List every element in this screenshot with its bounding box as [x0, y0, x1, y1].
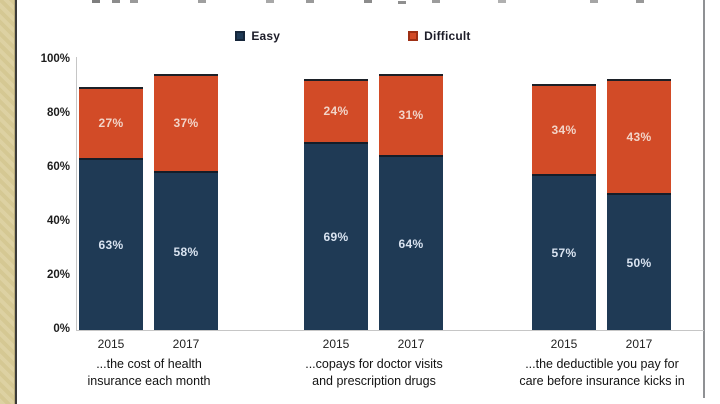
segment-difficult: 43%	[607, 78, 671, 195]
y-axis-tick-0: 0%	[53, 323, 70, 335]
window-border-left	[0, 0, 15, 404]
value-label-difficult: 34%	[551, 123, 577, 138]
value-label-easy: 63%	[98, 237, 124, 252]
legend-item-difficult: Difficult	[408, 29, 470, 43]
value-label-difficult: 43%	[626, 129, 652, 144]
legend-swatch-difficult-icon	[408, 31, 419, 41]
segment-easy: 69%	[304, 143, 368, 330]
year-label: 2017	[625, 337, 653, 351]
year-label: 2017	[397, 337, 425, 351]
bar-group: 27% 63% 37% 58% 2015 2017 ...the cost of healt…	[79, 60, 218, 390]
clipped-title-remnant	[0, 0, 8, 3]
window-border-right	[703, 0, 705, 398]
year-label: 2015	[322, 337, 350, 351]
segment-difficult: 34%	[532, 84, 596, 177]
value-label-easy: 58%	[173, 244, 199, 259]
y-axis-tick-80: 80%	[46, 107, 70, 119]
legend-label-easy: Easy	[251, 29, 281, 43]
value-label-difficult: 24%	[323, 104, 349, 119]
stacked-bar-2015: 24% 69%	[304, 78, 368, 330]
bar-pair: 34% 57% 43% 50%	[532, 60, 671, 330]
category-label-line: ...the deductible you pay for	[525, 357, 679, 371]
stacked-bar-2017: 31% 64%	[379, 73, 443, 330]
category-label: ...copays for doctor visits and prescript…	[258, 356, 490, 390]
chart-legend: Easy Difficult	[0, 29, 706, 43]
year-labels: 2015 2017	[532, 337, 671, 351]
category-label-line: and prescription drugs	[312, 374, 436, 388]
year-label: 2015	[550, 337, 578, 351]
legend-swatch-easy-icon	[235, 31, 246, 41]
segment-difficult: 27%	[79, 87, 143, 160]
bar-group: 24% 69% 31% 64% 2015 2017 ...copays for doctor…	[304, 60, 443, 390]
category-label-line: ...copays for doctor visits	[305, 357, 443, 371]
y-axis-tick-100: 100%	[40, 53, 70, 65]
segment-difficult: 37%	[154, 73, 218, 174]
stacked-bar-2017: 37% 58%	[154, 73, 218, 330]
segment-easy: 50%	[607, 195, 671, 330]
segment-easy: 64%	[379, 157, 443, 330]
y-axis-tick-60: 60%	[46, 161, 70, 173]
value-label-easy: 57%	[551, 246, 577, 261]
legend-item-easy: Easy	[235, 29, 280, 43]
segment-easy: 58%	[154, 173, 218, 330]
segment-difficult: 31%	[379, 73, 443, 158]
year-label: 2017	[172, 337, 200, 351]
category-label-line: insurance each month	[87, 374, 211, 388]
segment-difficult: 24%	[304, 78, 368, 144]
category-label: ...the deductible you pay for care before…	[486, 356, 718, 390]
year-label: 2015	[97, 337, 125, 351]
category-label-line: ...the cost of health	[96, 357, 202, 371]
window-border-left-line	[15, 0, 17, 404]
bar-pair: 24% 69% 31% 64%	[304, 60, 443, 330]
y-axis-line	[76, 57, 77, 330]
y-axis-tick-40: 40%	[46, 215, 70, 227]
category-label: ...the cost of health insurance each mont…	[33, 356, 265, 390]
x-axis-baseline	[76, 330, 704, 331]
legend-label-difficult: Difficult	[424, 29, 471, 43]
value-label-easy: 50%	[626, 255, 652, 270]
year-labels: 2015 2017	[79, 337, 218, 351]
value-label-difficult: 27%	[98, 116, 124, 131]
value-label-easy: 69%	[323, 229, 349, 244]
value-label-difficult: 31%	[398, 108, 424, 123]
stacked-bar-2015: 34% 57%	[532, 84, 596, 330]
year-labels: 2015 2017	[304, 337, 443, 351]
bar-group: 34% 57% 43% 50% 2015 2017 ...the deductible yo…	[519, 60, 685, 390]
value-label-difficult: 37%	[173, 116, 199, 131]
value-label-easy: 64%	[398, 236, 424, 251]
bar-pair: 27% 63% 37% 58%	[79, 60, 218, 330]
y-axis-tick-20: 20%	[46, 269, 70, 281]
segment-easy: 63%	[79, 159, 143, 330]
segment-easy: 57%	[532, 176, 596, 330]
stacked-bar-2017: 43% 50%	[607, 78, 671, 330]
stacked-bar-2015: 27% 63%	[79, 87, 143, 330]
category-label-line: care before insurance kicks in	[519, 374, 685, 388]
